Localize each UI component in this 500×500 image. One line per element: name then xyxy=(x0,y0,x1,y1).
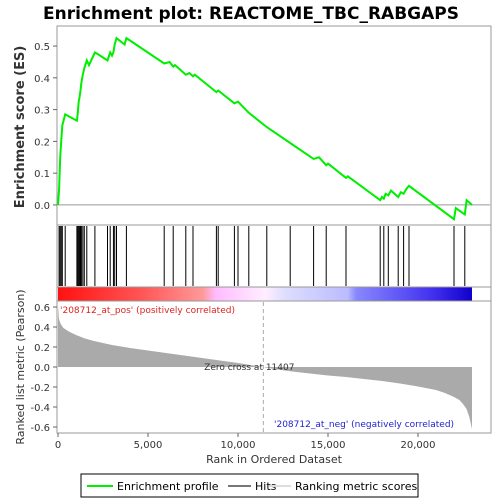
chart-title: Enrichment plot: REACTOME_TBC_RABGAPS xyxy=(43,4,459,24)
positive-correlation-label: '208712_at_pos' (positively correlated) xyxy=(60,306,235,316)
metric-ytick-label: -0.4 xyxy=(30,403,50,414)
negative-correlation-label: '208712_at_neg' (negatively correlated) xyxy=(274,420,454,430)
legend-metric-label: Ranking metric scores xyxy=(295,480,417,493)
es-axis-label: Enrichment score (ES) xyxy=(13,46,28,209)
es-ytick-label: 0.0 xyxy=(34,201,50,212)
hits-panel-frame xyxy=(56,224,492,288)
es-ytick-label: 0.5 xyxy=(34,42,50,53)
es-ytick-label: 0.4 xyxy=(34,74,50,85)
es-panel-frame xyxy=(56,25,492,226)
metric-ytick-label: -0.2 xyxy=(30,383,50,394)
xtick-label: 15,000 xyxy=(311,440,346,451)
enrichment-profile-line xyxy=(57,36,473,221)
legend-hits-label: Hits xyxy=(255,480,277,493)
legend-enrichment-label: Enrichment profile xyxy=(117,480,219,493)
ranking-metric-area xyxy=(58,305,472,429)
legend: Enrichment profile Hits Ranking metric s… xyxy=(80,473,419,498)
xtick-label: 20,000 xyxy=(401,440,436,451)
metric-ytick-label: -0.6 xyxy=(30,423,50,434)
rank-color-bar xyxy=(58,287,472,301)
es-ytick-label: 0.3 xyxy=(34,106,50,117)
zero-cross-label: Zero cross at 11407 xyxy=(204,363,294,373)
metric-ytick-label: 0.4 xyxy=(34,323,50,334)
metric-axis-label: Ranked list metric (Pearson) xyxy=(14,289,27,444)
metric-ytick-label: 0.0 xyxy=(34,363,50,374)
xtick-label: 5,000 xyxy=(134,440,163,451)
es-ytick-label: 0.1 xyxy=(34,169,50,180)
xtick-label: 0 xyxy=(55,440,61,451)
metric-ytick-label: 0.6 xyxy=(34,303,50,314)
es-ytick-label: 0.2 xyxy=(34,137,50,148)
xtick-label: 10,000 xyxy=(221,440,256,451)
metric-ytick-label: 0.2 xyxy=(34,343,50,354)
x-axis-label: Rank in Ordered Dataset xyxy=(206,453,343,466)
